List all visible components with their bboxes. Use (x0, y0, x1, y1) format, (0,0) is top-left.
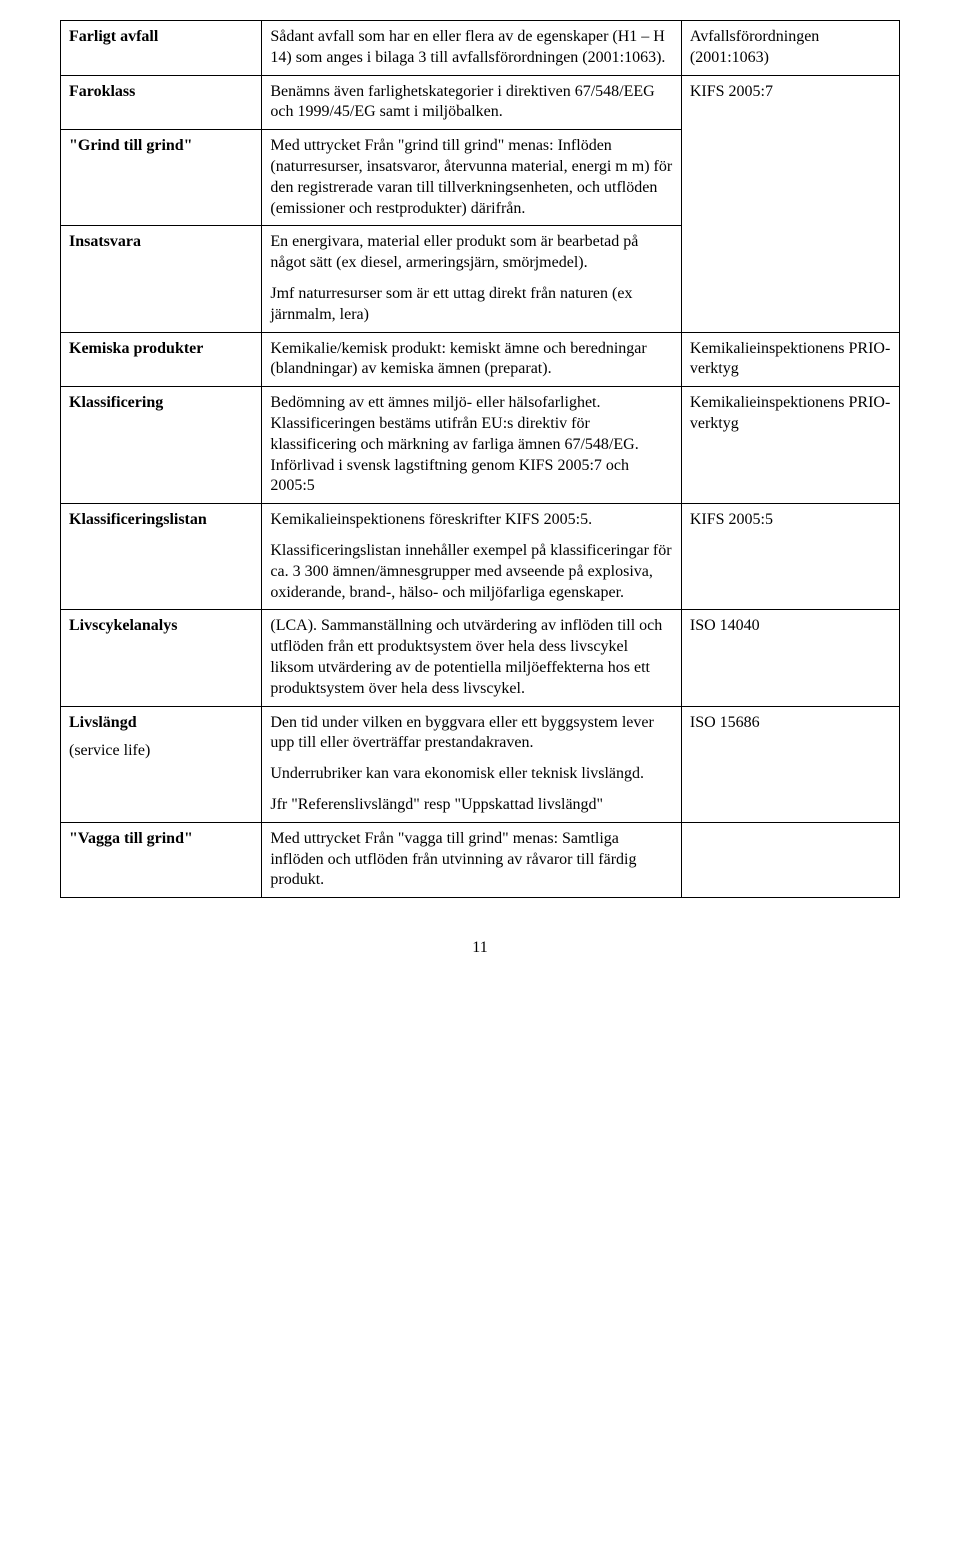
reference-cell (681, 822, 899, 897)
term-label: Livslängd (69, 713, 253, 734)
definition-text: Jfr "Referenslivslängd" resp "Uppskattad… (270, 795, 673, 816)
definition-text: Kemikalie/kemisk produkt: kemiskt ämne o… (270, 339, 673, 381)
table-row: Livslängd (service life) Den tid under v… (61, 706, 900, 822)
definition-cell: Benämns även farlighetskategorier i dire… (262, 75, 682, 130)
definition-cell: En energivara, material eller produkt so… (262, 226, 682, 332)
reference-cell: ISO 15686 (681, 706, 899, 822)
term-cell: Insatsvara (61, 226, 262, 332)
term-cell: Klassificering (61, 387, 262, 504)
definition-cell: Sådant avfall som har en eller flera av … (262, 21, 682, 76)
table-row: Klassificering Bedömning av ett ämnes mi… (61, 387, 900, 504)
definition-text: Kemikalieinspektionens föreskrifter KIFS… (270, 510, 673, 531)
reference-cell: ISO 14040 (681, 610, 899, 706)
table-row: Livscykelanalys (LCA). Sammanställning o… (61, 610, 900, 706)
definition-cell: (LCA). Sammanställning och utvärdering a… (262, 610, 682, 706)
document-page: Farligt avfall Sådant avfall som har en … (0, 0, 960, 999)
reference-cell: KIFS 2005:5 (681, 504, 899, 610)
definition-cell: Kemikalie/kemisk produkt: kemiskt ämne o… (262, 332, 682, 387)
definition-cell: Kemikalieinspektionens föreskrifter KIFS… (262, 504, 682, 610)
definition-text: Sådant avfall som har en eller flera av … (270, 27, 673, 69)
definition-cell: Bedömning av ett ämnes miljö- eller häls… (262, 387, 682, 504)
term-cell: Kemiska produkter (61, 332, 262, 387)
table-row: Kemiska produkter Kemikalie/kemisk produ… (61, 332, 900, 387)
page-number: 11 (60, 938, 900, 959)
reference-cell: Kemikalieinspektionens PRIO-verktyg (681, 387, 899, 504)
reference-cell: KIFS 2005:7 (681, 75, 899, 332)
term-cell: Faroklass (61, 75, 262, 130)
definition-cell: Med uttrycket Från "grind till grind" me… (262, 130, 682, 226)
definition-text: Med uttrycket Från "vagga till grind" me… (270, 829, 673, 891)
definition-text: Underrubriker kan vara ekonomisk eller t… (270, 764, 673, 785)
term-sublabel: (service life) (69, 741, 253, 762)
term-cell: "Vagga till grind" (61, 822, 262, 897)
term-cell: Livscykelanalys (61, 610, 262, 706)
definition-text: Benämns även farlighetskategorier i dire… (270, 82, 673, 124)
definition-text: Med uttrycket Från "grind till grind" me… (270, 136, 673, 219)
definition-cell: Med uttrycket Från "vagga till grind" me… (262, 822, 682, 897)
term-cell: Klassificeringslistan (61, 504, 262, 610)
reference-cell: Avfallsförordningen (2001:1063) (681, 21, 899, 76)
definitions-table: Farligt avfall Sådant avfall som har en … (60, 20, 900, 898)
definition-text: Den tid under vilken en byggvara eller e… (270, 713, 673, 755)
table-row: Faroklass Benämns även farlighetskategor… (61, 75, 900, 130)
table-row: Farligt avfall Sådant avfall som har en … (61, 21, 900, 76)
table-row: "Vagga till grind" Med uttrycket Från "v… (61, 822, 900, 897)
definition-text: Bedömning av ett ämnes miljö- eller häls… (270, 393, 673, 497)
term-cell: "Grind till grind" (61, 130, 262, 226)
definition-text: Klassificeringslistan innehåller exempel… (270, 541, 673, 603)
definition-text: En energivara, material eller produkt so… (270, 232, 673, 274)
table-row: Klassificeringslistan Kemikalieinspektio… (61, 504, 900, 610)
definition-text: (LCA). Sammanställning och utvärdering a… (270, 616, 673, 699)
definition-text: Jmf naturresurser som är ett uttag direk… (270, 284, 673, 326)
reference-cell: Kemikalieinspektionens PRIO-verktyg (681, 332, 899, 387)
term-cell: Farligt avfall (61, 21, 262, 76)
definition-cell: Den tid under vilken en byggvara eller e… (262, 706, 682, 822)
term-cell: Livslängd (service life) (61, 706, 262, 822)
